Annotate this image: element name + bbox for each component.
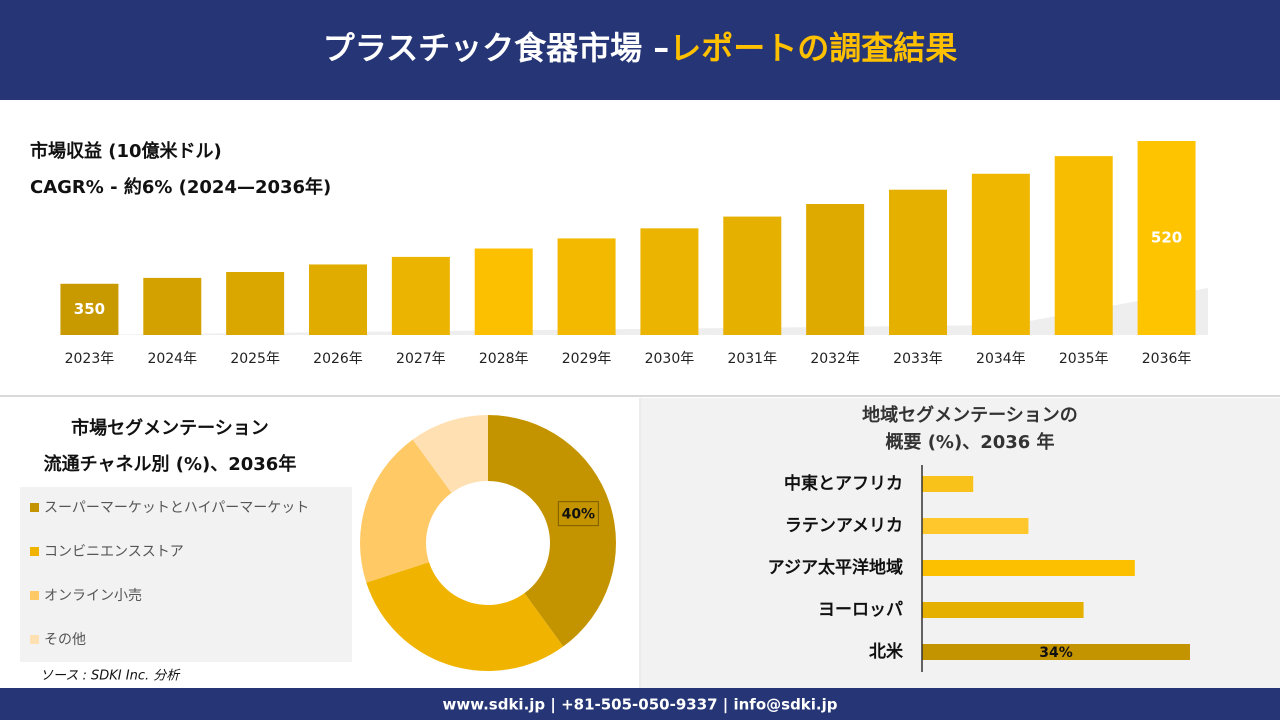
x-tick-label: 2027年 (396, 351, 446, 367)
data-label-box (557, 501, 599, 527)
header-bar (0, 0, 1280, 100)
data-label: 40% (562, 507, 596, 523)
bar (922, 560, 1135, 576)
bar (309, 264, 367, 335)
bar (640, 228, 699, 335)
x-tick-label: 2031年 (727, 351, 777, 367)
y-tick-label: アジア太平洋地域 (768, 557, 903, 578)
bar (1054, 156, 1113, 335)
x-tick-label: 2034年 (976, 351, 1026, 367)
footer-bar (0, 688, 1280, 720)
donut-slice (488, 415, 617, 647)
data-label: 520 (1151, 229, 1182, 247)
legend-label: コンビニエンスストア (44, 544, 184, 560)
bar (1137, 141, 1196, 335)
y-tick-label: ヨーロッパ (818, 600, 903, 620)
bar (143, 277, 202, 335)
y-tick-label: 北米 (869, 641, 904, 662)
x-tick-label: 2036年 (1142, 351, 1192, 367)
bar (723, 216, 782, 335)
x-tick-label: 2028年 (479, 351, 529, 367)
legend-swatch (30, 503, 39, 512)
x-tick-label: 2035年 (1059, 351, 1109, 367)
chart-subtitle: 流通チャネル別 (%)、2036年 (44, 453, 297, 475)
donut-slice (412, 415, 488, 493)
region-panel (641, 398, 1280, 688)
chart-title: 地域セグメンテーションの (862, 404, 1078, 426)
legend-swatch (30, 547, 39, 556)
title-highlight: レポートの調査結果 (669, 29, 957, 67)
bar (60, 283, 119, 335)
x-tick-label: 2030年 (645, 351, 695, 367)
chart-subtitle: CAGR% - 約6% (2024—2036年) (30, 176, 331, 198)
chart-title: 概要 (%)、2036 年 (885, 431, 1054, 453)
bar (806, 203, 865, 335)
bar (474, 248, 533, 335)
bar (922, 518, 1029, 534)
x-tick-label: 2026年 (313, 351, 363, 367)
bar (557, 238, 616, 335)
legend-swatch (30, 591, 39, 600)
bar (391, 256, 450, 335)
chart-title: 市場セグメンテーション (71, 417, 269, 439)
x-tick-label: 2032年 (810, 351, 860, 367)
bar (889, 189, 947, 335)
y-tick-label: ラテンアメリカ (785, 516, 903, 536)
legend-label: スーパーマーケットとハイパーマーケット (44, 500, 309, 516)
bar (226, 272, 285, 335)
legend-box (20, 487, 352, 662)
data-label: 34% (1039, 645, 1073, 661)
chart-title: 市場収益 (10億米ドル) (30, 140, 222, 162)
source-note: ソース : SDKI Inc. 分析 (40, 669, 181, 684)
x-tick-label: 2033年 (893, 351, 943, 367)
header-title: プラスチック食器市場 –レポートの調査結果 (323, 29, 958, 67)
donut-slice (366, 562, 564, 671)
y-tick-label: 中東とアフリカ (784, 473, 903, 494)
x-tick-label: 2029年 (562, 351, 612, 367)
footer-contact: www.sdki.jp | +81-505-050-9337 | info@sd… (442, 696, 837, 715)
x-tick-label: 2023年 (65, 351, 115, 367)
bar (922, 602, 1084, 618)
bar (922, 644, 1190, 660)
bar (971, 173, 1030, 335)
legend-label: オンライン小売 (44, 588, 142, 604)
x-tick-label: 2024年 (147, 351, 197, 367)
donut-slice (359, 439, 452, 583)
legend-label: その他 (44, 632, 86, 648)
x-tick-label: 2025年 (230, 351, 280, 367)
bar (922, 476, 974, 492)
title-main: プラスチック食器市場 – (323, 29, 670, 67)
legend-swatch (30, 635, 39, 644)
data-label: 350 (74, 300, 105, 318)
